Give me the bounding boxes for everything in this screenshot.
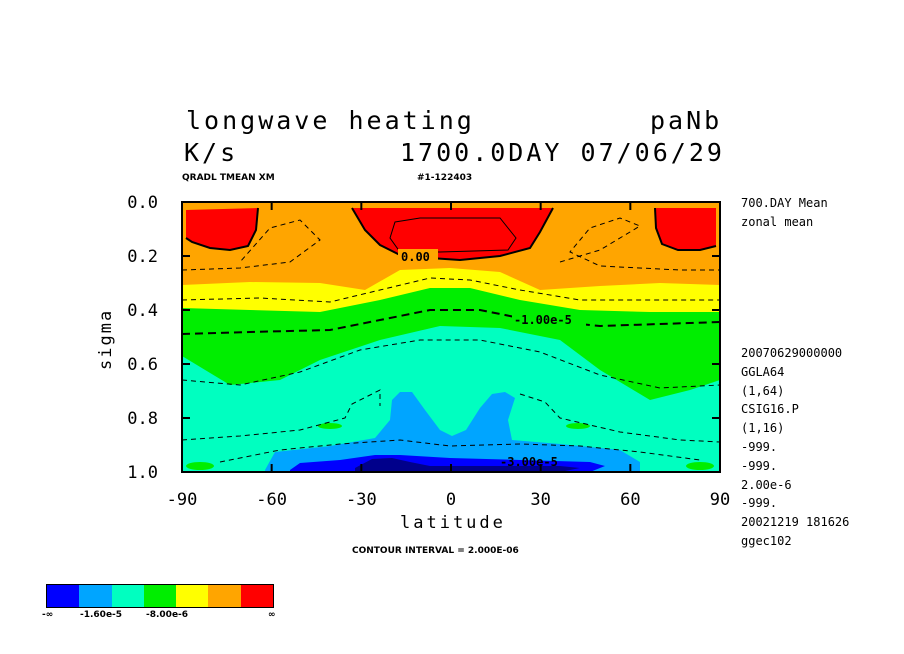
fill-red-left	[186, 208, 258, 250]
contour-interval: CONTOUR INTERVAL = 2.000E-06	[352, 546, 519, 556]
metadata-line: -999.	[741, 496, 778, 511]
metadata-line: -999.	[741, 458, 778, 473]
colorbar-swatch	[47, 585, 80, 607]
axis-tick-labels: -90 -60 -30 0 30 60 90 0.0 0.2 0.4 0.6 0.8 1.0	[127, 193, 730, 510]
fill-red-right	[655, 208, 716, 250]
fill-green-spot-right	[686, 462, 714, 470]
y-tick-label: 0.6	[127, 355, 158, 375]
contour-lines	[181, 207, 721, 463]
colorbar-label: ∞	[268, 610, 276, 620]
metadata-line: 20070629000000	[741, 346, 843, 360]
colorbar-swatch	[208, 585, 241, 607]
chart-title: longwave heating	[186, 106, 475, 135]
contour-dash-4	[181, 339, 721, 389]
colorbar	[46, 584, 274, 608]
fill-green-spot-mid-left	[318, 423, 342, 429]
metadata-line: (1,16)	[741, 421, 785, 436]
contour-dash-1	[181, 219, 321, 271]
x-tick-label: 0	[446, 490, 456, 510]
y-tick-label: 0.4	[127, 301, 158, 321]
x-axis-label: latitude	[400, 513, 506, 533]
colorbar-label: -8.00e-6	[146, 610, 189, 620]
axis-ticks	[181, 201, 721, 473]
colorbar-swatch	[79, 585, 112, 607]
time-label: 1700.0DAY 07/06/29	[400, 138, 725, 167]
y-axis-label: sigma	[96, 308, 116, 370]
contour-dash-7	[219, 439, 701, 463]
colorbar-swatch	[240, 585, 273, 607]
fill-teal-region	[182, 326, 720, 472]
metadata-line: 2.00e-6	[741, 477, 792, 492]
run-id: #1-122403	[417, 173, 473, 183]
colorbar-label: -∞	[42, 610, 54, 620]
x-tick-label: -30	[346, 490, 377, 510]
metadata-line: GGLA64	[741, 364, 785, 379]
y-tick-label: 0.0	[127, 193, 158, 213]
x-tick-label: 90	[710, 490, 730, 510]
contour-label-0: 0.00	[401, 250, 430, 264]
metadata-line: 20021219 181626	[741, 515, 850, 530]
fill-lightblue-region	[265, 392, 640, 472]
units-label: K/s	[184, 138, 239, 167]
mean-info: 700.DAY Mean	[741, 196, 828, 210]
x-tick-label: -60	[256, 490, 287, 510]
contour-zero-center	[351, 207, 554, 262]
contour-label-1e5	[181, 309, 721, 335]
contour-dash-2	[559, 217, 720, 271]
colorbar-label: -1.60e-5	[80, 610, 123, 620]
contour-dash-3	[181, 277, 720, 303]
fill-green-spot-mid-right	[566, 423, 590, 429]
colorbar-swatch	[111, 585, 144, 607]
variable-description: QRADL TMEAN XM	[182, 173, 275, 183]
x-tick-label: 30	[530, 490, 550, 510]
y-tick-label: 0.2	[127, 247, 158, 267]
fill-navy-core	[355, 458, 580, 472]
colorbar-swatch	[176, 585, 209, 607]
contour-dash-5	[181, 389, 381, 441]
metadata-line: ggec102	[741, 534, 792, 548]
x-tick-label: -90	[167, 490, 198, 510]
metadata-line: CSIG16.P	[741, 402, 799, 417]
contour-inner-center	[389, 217, 517, 253]
contour-fills	[182, 202, 720, 472]
colorbar-swatch	[143, 585, 177, 607]
contour-label-minus3e5: -3.00e-5	[500, 455, 558, 469]
zonal-mean-info: zonal mean	[741, 215, 814, 229]
contour-zero-right	[654, 207, 717, 251]
contour-dash-6	[519, 393, 721, 443]
metadata-line: -999.	[741, 440, 778, 454]
fill-green-spot-left	[186, 462, 214, 470]
contour-label-minus1e5: -1.00e-5	[514, 313, 572, 327]
contour-zero-left	[185, 207, 259, 252]
metadata-line: (1,64)	[741, 383, 785, 398]
contour-labels: 0.00 -1.00e-5 -3.00e-5	[398, 249, 586, 469]
x-tick-label: 60	[620, 490, 640, 510]
y-tick-label: 0.8	[127, 409, 158, 429]
run-name: paNb	[650, 106, 723, 135]
y-tick-label: 1.0	[127, 463, 158, 483]
